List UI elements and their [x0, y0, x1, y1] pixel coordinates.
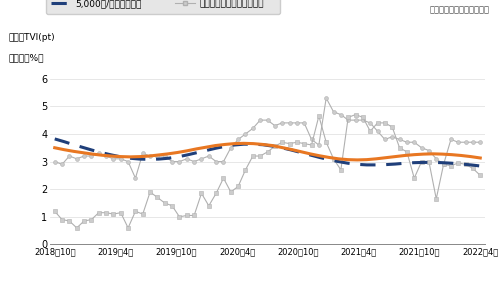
Text: 空室率（%）: 空室率（%） [8, 53, 44, 62]
Legend: 4,000〜5,000円/㎡月クラス, 5,000円/㎡月超クラス, アドバンスレジデンス投資法人, 大和証券リビング投資法人: 4,000〜5,000円/㎡月クラス, 5,000円/㎡月超クラス, アドバンス… [46, 0, 280, 14]
Text: 空室率TVI(pt): 空室率TVI(pt) [8, 33, 56, 42]
Text: 分析・作成：株式会社タス: 分析・作成：株式会社タス [430, 6, 490, 15]
